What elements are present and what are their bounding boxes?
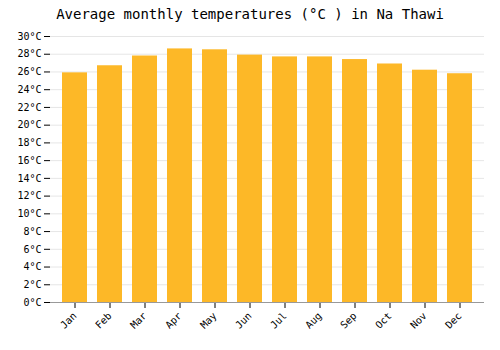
html-text:Average monthly temperatures (: Average monthly temperatures (°C ) in Na… <box>56 6 444 22</box>
svg-text:4°C: 4°C <box>23 261 41 272</box>
svg-text:Mar: Mar <box>128 310 149 331</box>
svg-text:8°C: 8°C <box>23 226 41 237</box>
svg-text:20°C: 20°C <box>17 119 41 130</box>
svg-text:Jul: Jul <box>268 310 289 331</box>
svg-text:18°C: 18°C <box>17 137 41 148</box>
svg-text:16°C: 16°C <box>17 155 41 166</box>
svg-text:24°C: 24°C <box>17 84 41 95</box>
svg-text:30°C: 30°C <box>17 31 41 42</box>
svg-text:0°C: 0°C <box>23 297 41 308</box>
svg-text:May: May <box>198 310 219 331</box>
svg-text:12°C: 12°C <box>17 190 41 201</box>
svg-text:22°C: 22°C <box>17 102 41 113</box>
svg-text:Feb: Feb <box>93 310 114 331</box>
svg-text:10°C: 10°C <box>17 208 41 219</box>
svg-text:14°C: 14°C <box>17 173 41 184</box>
svg-text:Dec: Dec <box>443 310 464 331</box>
svg-text:2°C: 2°C <box>23 279 41 290</box>
svg-text:28°C: 28°C <box>17 48 41 59</box>
svg-text:6°C: 6°C <box>23 244 41 255</box>
svg-text:Sep: Sep <box>338 310 359 331</box>
svg-text:Jun: Jun <box>233 310 254 331</box>
svg-text:Nov: Nov <box>408 310 429 331</box>
svg-text:Aug: Aug <box>303 310 324 331</box>
svg-text:26°C: 26°C <box>17 66 41 77</box>
svg-text:Jan: Jan <box>58 310 79 331</box>
svg-text:Oct: Oct <box>373 310 394 331</box>
svg-text:Apr: Apr <box>163 310 184 331</box>
